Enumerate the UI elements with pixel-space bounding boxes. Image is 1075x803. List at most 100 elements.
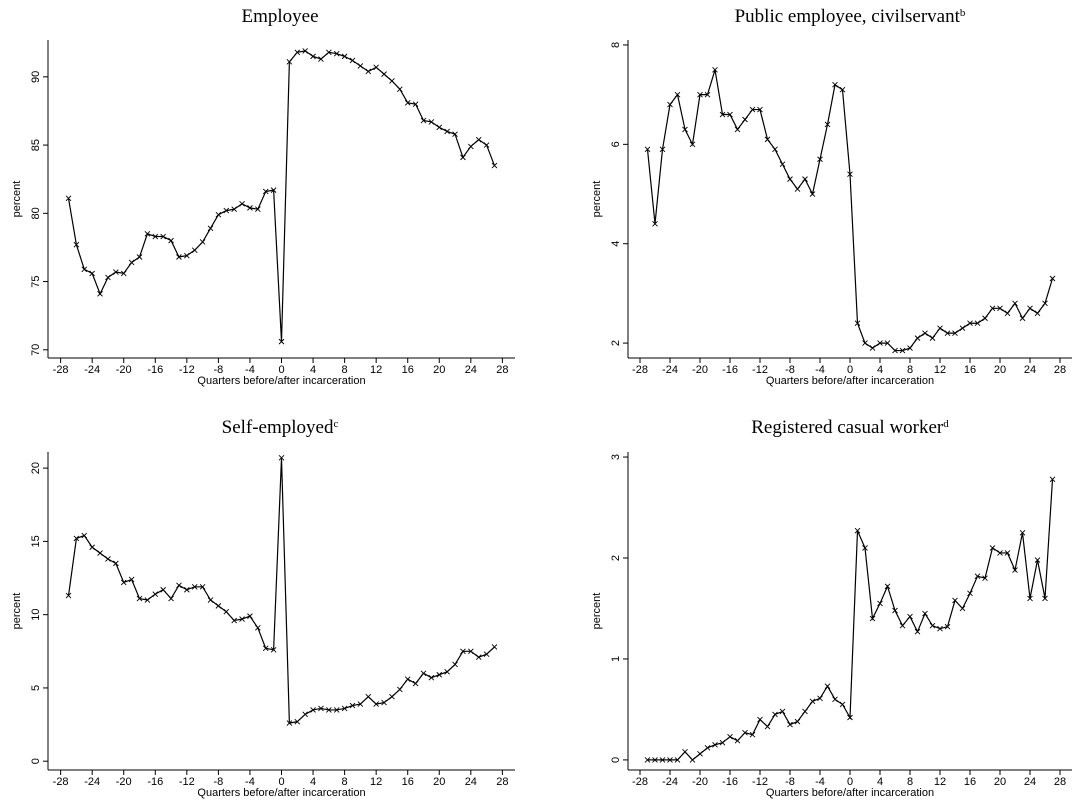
point-marker bbox=[734, 737, 741, 744]
point-marker bbox=[877, 600, 883, 607]
point-marker bbox=[420, 117, 427, 124]
point-marker bbox=[420, 670, 427, 677]
x-tick-label: -12 bbox=[179, 364, 195, 376]
point-marker bbox=[120, 270, 127, 277]
point-marker bbox=[168, 237, 174, 244]
point-marker bbox=[854, 320, 861, 327]
data-line bbox=[67, 50, 496, 342]
point-marker bbox=[389, 693, 395, 700]
point-marker bbox=[1012, 567, 1018, 573]
point-marker bbox=[136, 254, 143, 260]
point-marker bbox=[884, 583, 891, 590]
data-line bbox=[67, 457, 495, 724]
point-marker bbox=[847, 714, 853, 721]
point-marker bbox=[373, 64, 379, 71]
point-marker bbox=[667, 101, 673, 108]
y-tick-label: 3 bbox=[610, 454, 622, 460]
y-tick-label: 6 bbox=[610, 141, 622, 147]
point-marker bbox=[207, 597, 214, 603]
point-marker bbox=[734, 126, 741, 133]
y-axis-label: percent bbox=[591, 181, 603, 218]
x-tick-label: -4 bbox=[245, 776, 255, 788]
point-marker bbox=[460, 648, 466, 655]
point-marker bbox=[712, 741, 718, 748]
title-text: Registered casual worker bbox=[751, 417, 944, 438]
y-tick-label: 15 bbox=[30, 535, 42, 547]
point-marker bbox=[97, 291, 103, 297]
x-tick-label: -12 bbox=[752, 776, 768, 788]
point-marker bbox=[215, 211, 222, 218]
point-marker bbox=[914, 628, 921, 635]
point-marker bbox=[444, 668, 450, 675]
point-marker bbox=[223, 608, 230, 615]
point-marker bbox=[959, 605, 966, 612]
point-marker bbox=[89, 270, 95, 277]
point-marker bbox=[231, 617, 237, 624]
point-marker bbox=[899, 347, 906, 354]
x-tick-label: 24 bbox=[465, 776, 477, 788]
point-marker bbox=[869, 345, 876, 351]
point-marker bbox=[286, 59, 293, 65]
point-marker bbox=[824, 683, 831, 690]
x-tick-label: 16 bbox=[964, 776, 976, 788]
x-tick-label: 12 bbox=[370, 776, 382, 788]
point-marker bbox=[794, 718, 801, 725]
x-tick-label: -16 bbox=[722, 364, 738, 376]
x-tick-label: -8 bbox=[785, 776, 795, 788]
x-tick-label: -12 bbox=[752, 364, 768, 376]
point-marker bbox=[428, 674, 435, 681]
point-marker bbox=[1004, 550, 1011, 556]
point-marker bbox=[128, 259, 135, 266]
x-tick-label: -28 bbox=[632, 776, 648, 788]
x-tick-label: 4 bbox=[310, 776, 316, 788]
point-marker bbox=[255, 206, 261, 213]
point-marker bbox=[475, 136, 482, 143]
chart-title: Registered casual workerd bbox=[751, 417, 949, 438]
title-superscript: d bbox=[943, 418, 949, 430]
point-marker bbox=[892, 607, 898, 614]
x-tick-label: 24 bbox=[465, 364, 477, 376]
point-marker bbox=[899, 622, 906, 629]
x-tick-label: 28 bbox=[1054, 776, 1066, 788]
point-marker bbox=[907, 345, 913, 351]
point-marker bbox=[176, 254, 182, 260]
point-marker bbox=[310, 53, 316, 60]
point-marker bbox=[428, 119, 435, 125]
x-tick-label: 28 bbox=[496, 364, 508, 376]
x-tick-label: 4 bbox=[877, 364, 883, 376]
point-marker bbox=[974, 573, 981, 579]
point-marker bbox=[270, 187, 277, 193]
point-marker bbox=[144, 230, 151, 237]
point-marker bbox=[262, 188, 269, 195]
point-marker bbox=[412, 101, 419, 107]
point-marker bbox=[412, 680, 419, 687]
title-text: Employee bbox=[241, 6, 318, 27]
point-marker bbox=[341, 705, 348, 712]
y-axis-label: percent bbox=[591, 593, 603, 630]
x-tick-label: 16 bbox=[402, 364, 414, 376]
x-tick-label: 0 bbox=[847, 776, 853, 788]
point-marker bbox=[749, 106, 756, 113]
point-marker bbox=[444, 128, 450, 135]
point-marker bbox=[89, 544, 95, 551]
point-marker bbox=[704, 91, 711, 98]
point-marker bbox=[652, 757, 658, 763]
point-marker bbox=[929, 622, 936, 629]
point-marker bbox=[349, 702, 356, 709]
x-tick-label: 0 bbox=[278, 364, 284, 376]
x-tick-label: 16 bbox=[402, 776, 414, 788]
point-marker bbox=[326, 707, 332, 713]
point-marker bbox=[727, 111, 733, 118]
point-marker bbox=[719, 739, 726, 746]
x-tick-label: -28 bbox=[53, 776, 69, 788]
point-marker bbox=[397, 86, 403, 92]
x-tick-label: 28 bbox=[1054, 364, 1066, 376]
point-marker bbox=[862, 340, 868, 346]
point-marker bbox=[294, 718, 301, 725]
x-axis-label: Quarters before/after incarceration bbox=[766, 787, 934, 799]
x-tick-label: -20 bbox=[116, 364, 132, 376]
x-tick-label: -24 bbox=[84, 776, 100, 788]
x-tick-label: 0 bbox=[847, 364, 853, 376]
y-axis-label: percent bbox=[11, 181, 23, 218]
point-marker bbox=[862, 545, 868, 551]
